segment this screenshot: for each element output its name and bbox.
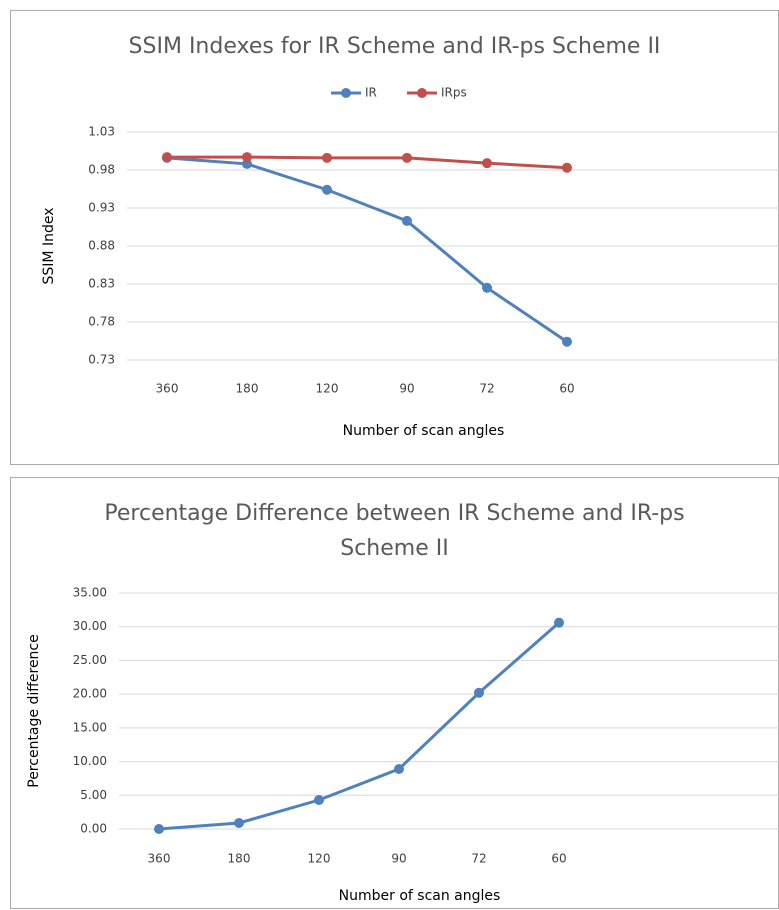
y-tick-label: 0.00 (80, 822, 107, 836)
data-point (154, 824, 164, 834)
y-tick-label: 0.98 (88, 163, 115, 177)
legend-label: IR (365, 86, 377, 100)
x-tick-label: 180 (236, 382, 259, 396)
data-point (322, 152, 332, 163)
y-tick-label: 20.00 (73, 687, 107, 701)
x-tick-label: 120 (316, 382, 339, 396)
x-tick-label: 180 (228, 852, 251, 866)
data-point (314, 795, 324, 806)
chart: 0.00 5.00 10.00 15.00 20.00 25.00 30.00 35.00 36… (26, 586, 779, 904)
x-tick-label: 90 (399, 382, 414, 396)
data-point (482, 282, 492, 293)
chart-panel: SSIM Indexes for IR Scheme and IR-ps Sch… (10, 10, 779, 465)
chart-panel: Percentage Difference between IR Scheme … (10, 477, 779, 909)
chart-title: Percentage Difference between IR Scheme … (104, 501, 685, 561)
x-tick-label: 120 (308, 852, 331, 866)
x-tick-label: 72 (479, 382, 494, 396)
chart-title: SSIM Indexes for IR Scheme and IR-ps Sch… (128, 34, 661, 59)
x-tick-label: 360 (156, 382, 179, 396)
legend-marker (341, 88, 351, 98)
data-point (322, 184, 332, 195)
y-tick-label: 0.73 (88, 353, 115, 367)
series-line (158, 621, 560, 831)
legend-label: IRps (441, 86, 467, 100)
data-point (402, 215, 412, 226)
y-tick-label: 1.03 (88, 125, 115, 139)
legend-marker (417, 88, 427, 98)
y-tick-label: 0.93 (88, 201, 115, 215)
y-tick-label: 35.00 (73, 586, 107, 600)
x-tick-label: 360 (148, 852, 171, 866)
data-point (242, 152, 252, 163)
x-tick-label: 60 (559, 382, 574, 396)
x-axis-title: Number of scan angles (339, 888, 501, 904)
y-tick-label: 30.00 (73, 619, 107, 633)
data-point (562, 336, 572, 347)
x-tick-label: 72 (471, 852, 486, 866)
y-axis-title: Percentage difference (26, 634, 42, 788)
y-tick-label: 0.78 (88, 315, 115, 329)
y-tick-label: 5.00 (80, 788, 107, 802)
x-axis-title: Number of scan angles (343, 423, 505, 439)
chart: 0.73 0.78 0.83 0.88 0.93 0.98 1.03 360 180 120 90 7… (41, 86, 779, 439)
data-point (554, 617, 564, 628)
data-point (162, 152, 172, 163)
data-point (242, 158, 252, 169)
y-tick-label: 0.88 (88, 239, 115, 253)
x-tick-label: 60 (551, 852, 566, 866)
y-tick-label: 15.00 (73, 720, 107, 734)
y-tick-label: 25.00 (73, 653, 107, 667)
data-point (474, 687, 484, 698)
data-point (402, 152, 412, 163)
y-tick-label: 10.00 (73, 754, 107, 768)
series-line (166, 156, 568, 344)
data-point (394, 763, 404, 774)
x-tick-label: 90 (391, 852, 406, 866)
y-axis-title: SSIM Index (41, 208, 57, 285)
y-tick-label: 0.83 (88, 277, 115, 291)
data-point (234, 817, 244, 828)
series-line (167, 155, 568, 170)
data-point (482, 158, 492, 169)
data-point (562, 162, 572, 173)
